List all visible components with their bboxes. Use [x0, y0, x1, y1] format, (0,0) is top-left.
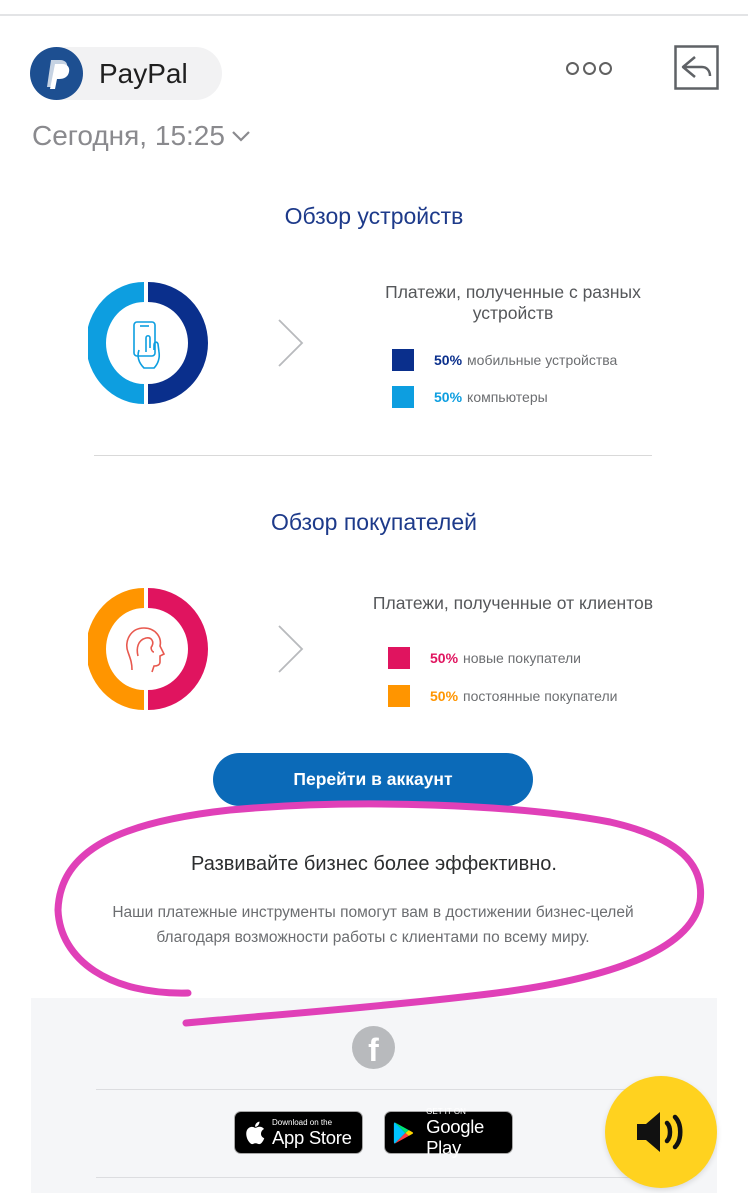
donut-segment-returning [88, 588, 144, 710]
customers-title: Обзор покупателей [271, 509, 477, 535]
google-play-badge[interactable]: GET IT ON Google Play [384, 1107, 513, 1158]
person-head-icon [126, 627, 166, 673]
legend-label: постоянные покупатели [463, 688, 618, 704]
app-store-big-text: App Store [272, 1126, 352, 1148]
legend-swatch [392, 386, 414, 408]
legend-percent: 50% [430, 650, 459, 666]
app-store-small-text: Download on the [272, 1117, 333, 1127]
speaker-icon [637, 1112, 683, 1152]
donut-segment-mobile [148, 282, 208, 404]
legend-percent: 50% [434, 352, 463, 368]
google-play-big-text: Google Play [426, 1116, 484, 1158]
legend-swatch [392, 349, 414, 371]
customers-legend-title: Платежи, полученные от клиентов [372, 593, 654, 613]
message-date: Сегодня, 15:25 [32, 120, 225, 151]
date-line[interactable]: Сегодня, 15:25 [32, 119, 251, 153]
reply-icon[interactable] [674, 45, 719, 90]
facebook-icon[interactable]: f [352, 1026, 395, 1069]
legend-swatch [388, 647, 410, 669]
section-divider [94, 455, 652, 456]
legend-percent: 50% [434, 389, 463, 405]
app-store-badge[interactable]: Download on the App Store [234, 1111, 363, 1154]
paypal-logo-icon [30, 47, 83, 100]
footer-divider [96, 1177, 654, 1178]
devices-legend-title: Платежи, полученные с разных устройств [385, 282, 641, 323]
customers-donut-chart [88, 588, 208, 710]
donut-segment-desktop [88, 282, 144, 404]
google-play-small-text: GET IT ON [426, 1107, 466, 1116]
chevron-right-icon [278, 319, 304, 367]
google-play-icon [393, 1121, 414, 1144]
legend-label: мобильные устройства [467, 352, 618, 368]
legend-item-mobile: 50% мобильные устройства [392, 349, 617, 371]
legend-label: компьютеры [467, 389, 548, 405]
sender-name[interactable]: PayPal [99, 58, 188, 89]
go-to-account-button[interactable]: Перейти в аккаунт [213, 753, 533, 806]
chevron-right-icon [278, 625, 304, 673]
promo-title: Развивайте бизнес более эффективно. [191, 853, 557, 875]
footer-divider [96, 1089, 654, 1090]
chevron-down-icon [232, 131, 250, 142]
devices-donut-chart [88, 282, 208, 404]
legend-item-desktop: 50% компьютеры [392, 386, 548, 408]
legend-item-new: 50% новые покупатели [388, 647, 581, 669]
donut-segment-new [148, 588, 208, 710]
legend-label: новые покупатели [463, 650, 581, 666]
legend-swatch [388, 685, 410, 707]
speaker-button[interactable] [605, 1076, 717, 1188]
apple-icon [246, 1121, 265, 1144]
mobile-hand-icon [133, 321, 161, 369]
promo-text: Наши платежные инструменты помогут вам в… [112, 904, 634, 946]
devices-title: Обзор устройств [284, 203, 464, 229]
top-divider [0, 14, 748, 16]
legend-percent: 50% [430, 688, 459, 704]
more-options-icon[interactable] [566, 60, 612, 76]
legend-item-returning: 50% постоянные покупатели [388, 685, 618, 707]
